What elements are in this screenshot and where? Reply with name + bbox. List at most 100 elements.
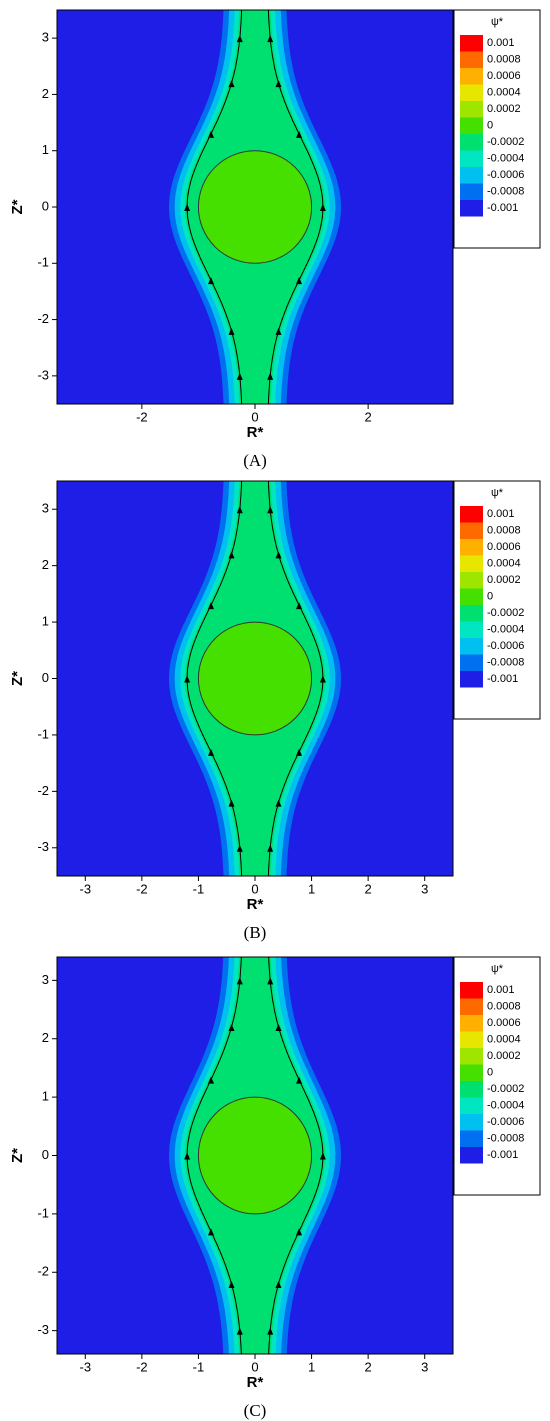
streamline-arrow bbox=[267, 844, 274, 852]
x-tick-label: -1 bbox=[193, 1359, 205, 1374]
colorbar-label: -0.001 bbox=[487, 202, 518, 214]
colorbar-swatch bbox=[460, 522, 483, 539]
colorbar-label: 0.0004 bbox=[487, 557, 521, 569]
colorbar-swatch bbox=[460, 998, 483, 1015]
y-axis-label: Z* bbox=[9, 199, 26, 214]
colorbar-swatch bbox=[460, 588, 483, 605]
x-tick-label: -1 bbox=[193, 881, 205, 896]
streamline-arrow bbox=[228, 327, 235, 335]
colorbar-label: 0.001 bbox=[487, 984, 515, 996]
droplet bbox=[197, 621, 313, 736]
colorbar-title: ψ* bbox=[491, 963, 504, 975]
colorbar-swatch bbox=[460, 1130, 483, 1147]
colorbar-label: 0.0008 bbox=[487, 53, 521, 65]
contour-field bbox=[57, 10, 453, 404]
streamline-arrow bbox=[228, 551, 235, 559]
streamline-arrow bbox=[319, 675, 326, 683]
x-axis-label: R* bbox=[247, 1374, 264, 1391]
colorbar-label: -0.0002 bbox=[487, 607, 524, 619]
streamline-arrow bbox=[275, 1024, 282, 1032]
colorbar-label: 0.0006 bbox=[487, 541, 521, 553]
colorbar-swatch bbox=[460, 982, 483, 999]
colorbar-swatch bbox=[460, 200, 483, 217]
colorbar-label: 0.0006 bbox=[487, 1017, 521, 1029]
colorbar-swatch bbox=[460, 1097, 483, 1114]
x-tick-label: 3 bbox=[421, 881, 428, 896]
streamline-arrow bbox=[184, 1152, 191, 1160]
colorbar-swatch bbox=[460, 68, 483, 85]
y-tick-label: 2 bbox=[42, 1030, 49, 1045]
streamline-arrow bbox=[236, 35, 243, 43]
y-tick-label: 1 bbox=[42, 614, 49, 629]
colorbar-swatch bbox=[460, 1031, 483, 1048]
streamline-arrow bbox=[207, 748, 214, 756]
colorbar-label: -0.0004 bbox=[487, 152, 524, 164]
x-tick-label: -3 bbox=[80, 881, 92, 896]
colorbar-swatch bbox=[460, 1048, 483, 1065]
x-tick-label: 3 bbox=[421, 1359, 428, 1374]
colorbar-label: 0.001 bbox=[487, 37, 515, 49]
streamline-arrow bbox=[236, 506, 243, 514]
streamline-arrow bbox=[319, 204, 326, 211]
x-tick-label: 0 bbox=[251, 409, 258, 424]
colorbar-swatch bbox=[460, 1064, 483, 1081]
colorbar-swatch bbox=[460, 654, 483, 671]
panel-label: (C) bbox=[244, 1401, 267, 1420]
y-tick-label: -1 bbox=[37, 255, 49, 270]
colorbar-swatch bbox=[460, 1081, 483, 1098]
colorbar-label: 0 bbox=[487, 590, 493, 602]
y-axis-label: Z* bbox=[9, 1148, 26, 1163]
streamline-arrow bbox=[228, 80, 235, 88]
colorbar-label: -0.001 bbox=[487, 673, 518, 685]
y-tick-label: -2 bbox=[37, 1264, 49, 1279]
y-tick-label: 2 bbox=[42, 86, 49, 101]
streamline-arrow bbox=[228, 1024, 235, 1032]
x-tick-label: 2 bbox=[365, 1359, 372, 1374]
colorbar-swatch bbox=[460, 671, 483, 688]
streamline-arrow bbox=[267, 1327, 274, 1335]
colorbar-swatch bbox=[460, 167, 483, 184]
y-tick-label: -3 bbox=[37, 839, 49, 854]
y-tick-label: -2 bbox=[37, 311, 49, 326]
y-tick-label: -1 bbox=[37, 1205, 49, 1220]
colorbar-swatch bbox=[460, 134, 483, 151]
y-tick-label: 0 bbox=[42, 670, 49, 685]
colorbar-label: 0.0008 bbox=[487, 524, 521, 536]
colorbar-label: -0.0006 bbox=[487, 1116, 524, 1128]
contour-field bbox=[57, 957, 453, 1354]
streamline-arrow bbox=[267, 372, 274, 380]
colorbar-label: 0 bbox=[487, 119, 493, 131]
streamline-arrow bbox=[296, 1076, 303, 1084]
streamline-arrow bbox=[228, 799, 235, 807]
x-tick-label: -2 bbox=[136, 881, 148, 896]
streamline-arrow bbox=[184, 675, 191, 683]
colorbar-swatch bbox=[460, 555, 483, 572]
colorbar-title: ψ* bbox=[491, 487, 504, 499]
streamline-arrow bbox=[236, 1327, 243, 1335]
colorbar-swatch bbox=[460, 1114, 483, 1131]
colorbar-swatch bbox=[460, 539, 483, 556]
colorbar-swatch bbox=[460, 1015, 483, 1032]
colorbar-label: -0.0006 bbox=[487, 640, 524, 652]
colorbar-label: -0.0008 bbox=[487, 656, 524, 668]
x-axis-label: R* bbox=[247, 896, 264, 913]
streamline-arrow bbox=[267, 506, 274, 514]
panel-label: (B) bbox=[244, 923, 267, 942]
streamline-arrow bbox=[296, 1228, 303, 1236]
colorbar-label: -0.001 bbox=[487, 1149, 518, 1161]
colorbar-label: -0.0008 bbox=[487, 1132, 524, 1144]
colorbar-swatch bbox=[460, 117, 483, 134]
colorbar-swatch bbox=[460, 1147, 483, 1164]
y-tick-label: 1 bbox=[42, 1089, 49, 1104]
streamline-arrow bbox=[236, 977, 243, 985]
colorbar-label: -0.0008 bbox=[487, 185, 524, 197]
y-tick-label: -3 bbox=[37, 1322, 49, 1337]
colorbar-label: 0.0004 bbox=[487, 1033, 521, 1045]
colorbar-swatch bbox=[460, 101, 483, 118]
streamline-arrow bbox=[296, 748, 303, 756]
y-tick-label: 3 bbox=[42, 30, 49, 45]
streamline-arrow bbox=[207, 130, 214, 138]
y-tick-label: -1 bbox=[37, 726, 49, 741]
streamline-arrow bbox=[275, 551, 282, 559]
